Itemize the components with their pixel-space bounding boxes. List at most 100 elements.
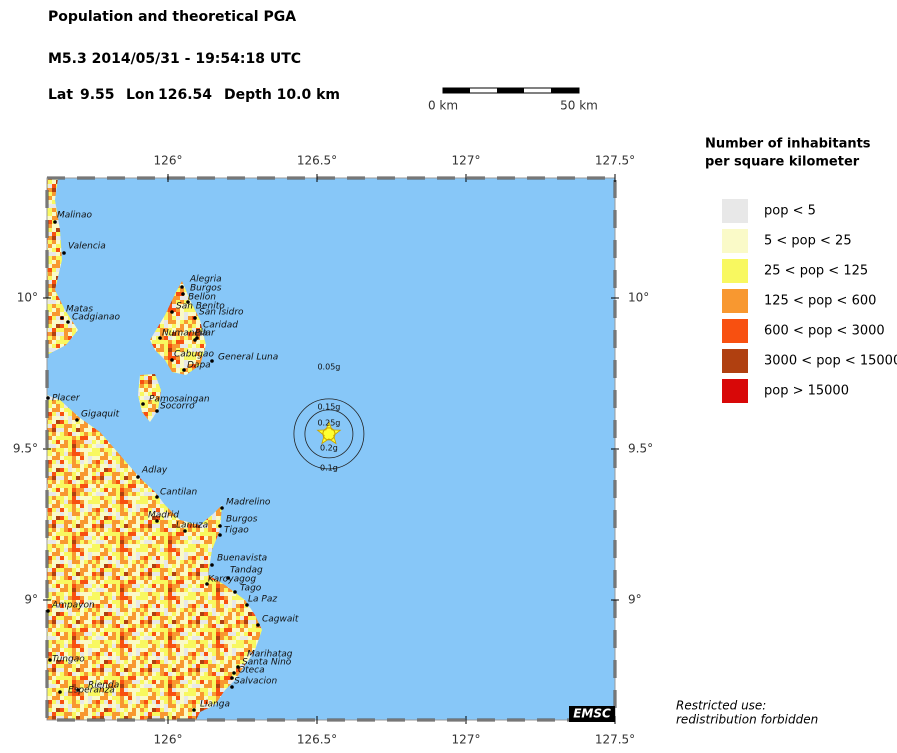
pga-label: 0.05g: [317, 362, 340, 371]
city-label: Karoyagog: [208, 575, 256, 585]
city-label: Caridad: [203, 321, 238, 331]
city-label: Oteca: [238, 666, 265, 676]
city-label: San Isidro: [199, 308, 244, 318]
legend-swatch: [722, 259, 748, 283]
city-dot: [205, 582, 209, 586]
city-dot: [226, 576, 230, 580]
lon-tick-label: 126°: [154, 154, 183, 168]
city-label: Alegria: [189, 275, 222, 285]
notice: Restricted use:: [676, 699, 766, 713]
city-dot: [256, 623, 260, 627]
city-label: Lianga: [200, 700, 230, 710]
city-label: Tigao: [224, 526, 249, 536]
lat-tick-label: 9.5°: [628, 442, 653, 456]
depth: Depth 10.0 km: [224, 87, 340, 103]
city-dot: [183, 529, 187, 533]
city-dot: [48, 658, 52, 662]
city-dot: [193, 338, 197, 342]
bucas-grande: [138, 374, 161, 422]
lon-tick-label: 126.5°: [297, 733, 337, 747]
city-dot: [155, 495, 159, 499]
city-label: Marihatag: [247, 650, 293, 660]
title: Population and theoretical PGA: [48, 9, 296, 25]
city-dot: [181, 292, 185, 296]
city-dot: [245, 603, 249, 607]
legend-label: pop < 5: [764, 204, 816, 219]
city-label: Tago: [240, 584, 262, 594]
city-label: Salvacion: [234, 677, 278, 687]
city-dot: [76, 688, 80, 692]
lon-tick-label: 127.5°: [595, 733, 635, 747]
city-dot: [236, 665, 240, 669]
city-label: Matas: [66, 305, 93, 315]
lat-tick-label: 9.5°: [13, 442, 38, 456]
city-dot: [180, 285, 184, 289]
city-label: San Benito: [176, 302, 225, 312]
city-dot: [230, 685, 234, 689]
city-label: Santa Nino: [242, 658, 292, 668]
lon-tick-label: 126°: [154, 733, 183, 747]
city-dot: [155, 409, 159, 413]
city-label: Adlay: [141, 466, 168, 476]
legend-label: pop > 15000: [764, 384, 849, 399]
city-label: Cabugao: [174, 350, 214, 360]
city-label: Tungao: [52, 655, 85, 665]
city-label: Malinao: [57, 211, 93, 221]
city-dot: [210, 563, 214, 567]
city-dot: [46, 396, 50, 400]
epicenter-star: [316, 420, 342, 445]
legend-label: 3000 < pop < 15000: [764, 354, 897, 369]
city-dot: [218, 524, 222, 528]
city-dot: [46, 609, 50, 613]
credit: EMSC: [573, 707, 611, 721]
event: M5.3 2014/05/31 - 19:54:18 UTC: [48, 51, 301, 67]
lon-tick-label: 127°: [452, 733, 481, 747]
city-label: Esperanza: [68, 686, 115, 696]
pga-label: 0.15g: [317, 402, 340, 411]
pga-label: 0.2g: [320, 443, 338, 452]
city-dot: [233, 590, 237, 594]
legend-swatch: [722, 349, 748, 373]
city-dot: [136, 475, 140, 479]
city-dot: [210, 359, 214, 363]
legend-swatch: [722, 319, 748, 343]
scale-start: 0 km: [428, 99, 458, 113]
city-label: Lanuza: [176, 521, 208, 531]
lon-tick-label: 127.5°: [595, 154, 635, 168]
city-dot: [53, 220, 57, 224]
pga-ring: [304, 409, 354, 459]
scale-end: 50 km: [560, 99, 598, 113]
legend-label: 125 < pop < 600: [764, 294, 876, 309]
city-label: Gigaquit: [81, 410, 120, 420]
lat-tick-label: 10°: [628, 291, 649, 305]
legend-label: 25 < pop < 125: [764, 264, 868, 279]
legend-swatch: [722, 199, 748, 223]
city-label: Cadgianao: [72, 313, 120, 323]
lat-value: 9.55: [80, 87, 115, 103]
city-dot: [141, 402, 145, 406]
city-dot: [232, 671, 236, 675]
city-dot: [182, 368, 186, 372]
legend-label: 5 < pop < 25: [764, 234, 852, 249]
city-label: Cagwait: [262, 615, 299, 625]
mainland: [47, 395, 262, 720]
city-label: Numancia: [162, 329, 207, 339]
city-dot: [186, 300, 190, 304]
city-dot: [75, 418, 79, 422]
city-dot: [220, 506, 224, 510]
notice: redistribution forbidden: [676, 713, 818, 727]
city-label: Ampayon: [51, 601, 95, 611]
city-label: Burgos: [190, 284, 222, 294]
city-dot: [60, 316, 64, 320]
credit-box: [569, 706, 615, 722]
legend-swatch: [722, 379, 748, 403]
pga-ring: [293, 398, 365, 470]
city-label: Cantilan: [160, 488, 198, 498]
lon-tick-label: 126.5°: [297, 154, 337, 168]
pga-label: 0.25g: [317, 418, 340, 427]
city-dot: [66, 320, 70, 324]
city-label: General Luna: [218, 353, 278, 363]
city-dot: [62, 251, 66, 255]
city-dot: [170, 358, 174, 362]
